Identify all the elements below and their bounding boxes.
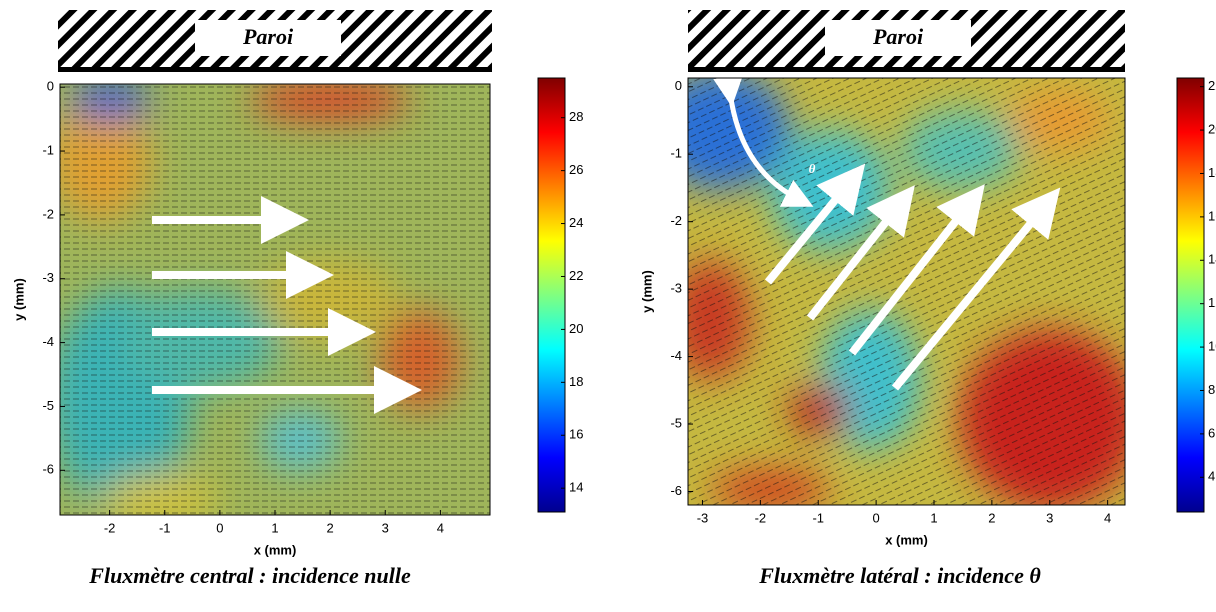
wall-line [58,67,492,72]
fields [60,78,1125,515]
wall-label: Paroi [242,24,294,49]
colorbar [1176,77,1205,513]
x-tick-label: 1 [271,520,278,535]
y-tick-label: -5 [42,398,54,413]
colorbar [537,77,566,513]
y-tick-label: -2 [670,213,682,228]
y-tick-label: -5 [670,415,682,430]
x-axis-label: x (mm) [254,542,297,557]
colorbar-tick-label: 16 [1208,208,1216,223]
y-tick-label: 0 [47,79,54,94]
colorbar-tick-label: 18 [1208,165,1216,180]
y-tick-label: -6 [42,462,54,477]
x-tick-label: 0 [216,520,223,535]
vector-field-background [688,78,1125,505]
x-tick-label: 3 [382,520,389,535]
colorbar-tick-label: 6 [1208,425,1215,440]
y-tick-label: -3 [42,270,54,285]
y-tick-label: 0 [675,78,682,93]
x-tick-label: 4 [1104,510,1111,525]
colorbar-tick-label: 14 [1208,252,1216,267]
colorbar-tick-label: 8 [1208,382,1215,397]
colorbar-tick-label: 28 [569,109,583,124]
y-tick-label: -4 [42,334,54,349]
x-tick-label: 3 [1046,510,1053,525]
x-tick-label: 2 [327,520,334,535]
colorbar-tick-label: 4 [1208,469,1215,484]
x-tick-label: -1 [812,510,824,525]
colorbar-tick-label: 14 [569,480,583,495]
y-tick-label: -2 [42,206,54,221]
caption: Fluxmètre latéral : incidence θ [758,563,1041,588]
y-tick-label: -1 [670,146,682,161]
colorbar-tick-label: 20 [1208,122,1216,137]
x-tick-label: -2 [755,510,767,525]
colorbar-tick-label: 24 [569,215,583,230]
y-tick-label: -1 [42,142,54,157]
colorbar-tick-label: 22 [569,268,583,283]
colorbar-tick-label: 26 [569,162,583,177]
colorbar-tick-label: 18 [569,374,583,389]
x-tick-label: 4 [437,520,444,535]
colorbar-tick-label: 20 [569,321,583,336]
colorbar-tick-label: 12 [1208,295,1216,310]
wall-line [688,67,1125,72]
flow-arrows [152,163,1061,414]
colorbar-tick-label: 22 [1208,78,1216,93]
x-axis-label: x (mm) [885,532,928,547]
colorbar-tick-label: 10 [1208,339,1216,354]
angle-arc [713,75,814,207]
x-tick-label: 0 [872,510,879,525]
x-tick-label: -3 [697,510,709,525]
colorbar-tick-label: 16 [569,427,583,442]
wall-label: Paroi [872,24,924,49]
wall-label-box [825,20,971,56]
y-tick-label: -6 [670,483,682,498]
wall-label-box [195,20,341,56]
x-tick-label: 1 [930,510,937,525]
caption: Fluxmètre central : incidence nulle [88,563,411,588]
x-tick-label: -1 [159,520,171,535]
x-tick-label: -2 [104,520,116,535]
y-tick-label: -3 [670,281,682,296]
annotation: θ [809,161,816,176]
y-tick-label: -4 [670,348,682,363]
x-tick-label: 2 [988,510,995,525]
vector-field-background [60,84,490,515]
plot-frame [687,77,1126,506]
y-axis-label: y (mm) [639,270,654,313]
y-axis-label: y (mm) [11,278,26,321]
